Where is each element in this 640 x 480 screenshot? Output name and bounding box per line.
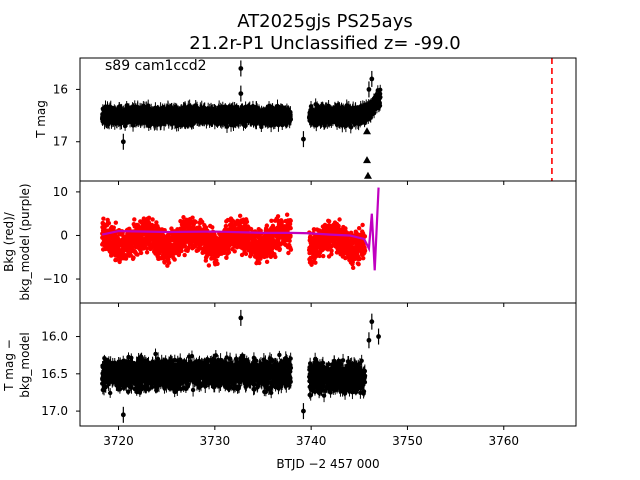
data-point bbox=[377, 103, 383, 108]
data-point bbox=[106, 221, 112, 226]
outlier-point bbox=[366, 87, 372, 92]
data-point bbox=[288, 117, 294, 122]
y-axis-label-top-line: T mag bbox=[34, 100, 48, 139]
chart-title-line1: AT2025gjs PS25ays bbox=[237, 11, 413, 32]
data-point bbox=[378, 94, 383, 100]
outlier-point bbox=[301, 136, 306, 142]
outlier-point bbox=[238, 66, 244, 71]
data-point bbox=[113, 220, 119, 225]
data-point bbox=[111, 225, 116, 230]
plot-area-top bbox=[99, 58, 553, 181]
data-point bbox=[348, 124, 354, 130]
outlier-point bbox=[238, 91, 244, 96]
panel-top: s89 cam1ccd2 16 17 T mag bbox=[34, 57, 577, 182]
data-points-top-0-0 bbox=[99, 99, 294, 133]
data-point bbox=[378, 87, 383, 92]
y-tick-label: 17 bbox=[53, 135, 68, 149]
outlier-point bbox=[369, 76, 375, 82]
data-point bbox=[101, 216, 106, 221]
annotation-camera: s89 cam1ccd2 bbox=[105, 58, 207, 74]
outlier-point bbox=[120, 139, 126, 145]
chart-title-line2: 21.2r-P1 Unclassified z= -99.0 bbox=[189, 33, 461, 54]
y-tick-label: 16 bbox=[53, 82, 68, 96]
y-axis-label-top: T mag bbox=[34, 100, 48, 139]
data-point bbox=[130, 123, 136, 128]
